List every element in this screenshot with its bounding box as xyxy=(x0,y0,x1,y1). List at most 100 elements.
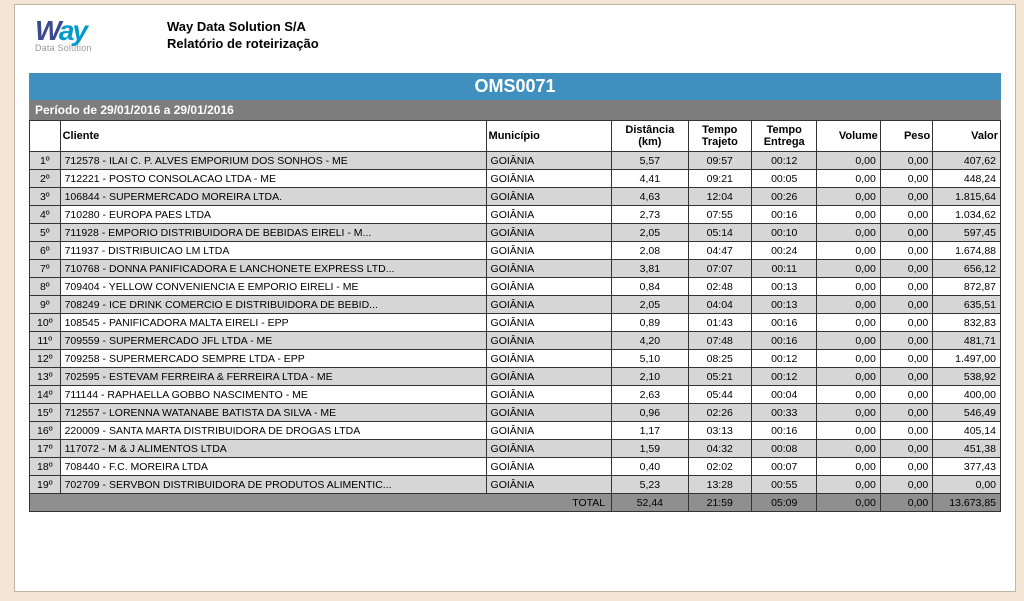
cell-rank: 8º xyxy=(30,278,61,296)
cell-traj: 02:48 xyxy=(688,278,751,296)
cell-rank: 4º xyxy=(30,206,61,224)
cell-vol: 0,00 xyxy=(817,170,880,188)
cell-traj: 12:04 xyxy=(688,188,751,206)
cell-valor: 448,24 xyxy=(933,170,1001,188)
cell-dist: 5,23 xyxy=(612,476,688,494)
cell-traj: 01:43 xyxy=(688,314,751,332)
cell-dist: 0,89 xyxy=(612,314,688,332)
cell-ent: 00:07 xyxy=(751,458,817,476)
cell-rank: 12º xyxy=(30,350,61,368)
cell-ent: 00:05 xyxy=(751,170,817,188)
cell-mun: GOIÂNIA xyxy=(486,314,612,332)
table-row: 8º709404 - YELLOW CONVENIENCIA E EMPORIO… xyxy=(30,278,1001,296)
cell-cliente: 220009 - SANTA MARTA DISTRIBUIDORA DE DR… xyxy=(60,422,486,440)
cell-peso: 0,00 xyxy=(880,332,932,350)
table-row: 9º708249 - ICE DRINK COMERCIO E DISTRIBU… xyxy=(30,296,1001,314)
cell-dist: 1,17 xyxy=(612,422,688,440)
cell-peso: 0,00 xyxy=(880,260,932,278)
cell-vol: 0,00 xyxy=(817,476,880,494)
cell-vol: 0,00 xyxy=(817,458,880,476)
cell-dist: 4,63 xyxy=(612,188,688,206)
cell-valor: 0,00 xyxy=(933,476,1001,494)
header-titles: Way Data Solution S/A Relatório de rotei… xyxy=(167,15,319,51)
report-header: Way Data Solution Way Data Solution S/A … xyxy=(29,15,1001,61)
cell-ent: 00:12 xyxy=(751,350,817,368)
cell-rank: 10º xyxy=(30,314,61,332)
table-row: 19º702709 - SERVBON DISTRIBUIDORA DE PRO… xyxy=(30,476,1001,494)
col-entrega-header: Tempo Entrega xyxy=(751,121,817,152)
cell-vol: 0,00 xyxy=(817,440,880,458)
cell-traj: 04:47 xyxy=(688,242,751,260)
table-row: 10º108545 - PANIFICADORA MALTA EIRELI - … xyxy=(30,314,1001,332)
cell-peso: 0,00 xyxy=(880,206,932,224)
cell-rank: 17º xyxy=(30,440,61,458)
table-body: 1º712578 - ILAI C. P. ALVES EMPORIUM DOS… xyxy=(30,152,1001,494)
cell-rank: 2º xyxy=(30,170,61,188)
cell-valor: 1.034,62 xyxy=(933,206,1001,224)
cell-rank: 14º xyxy=(30,386,61,404)
cell-cliente: 709404 - YELLOW CONVENIENCIA E EMPORIO E… xyxy=(60,278,486,296)
cell-peso: 0,00 xyxy=(880,386,932,404)
table-row: 4º710280 - EUROPA PAES LTDAGOIÂNIA2,7307… xyxy=(30,206,1001,224)
cell-rank: 9º xyxy=(30,296,61,314)
cell-valor: 451,38 xyxy=(933,440,1001,458)
cell-cliente: 709559 - SUPERMERCADO JFL LTDA - ME xyxy=(60,332,486,350)
cell-mun: GOIÂNIA xyxy=(486,206,612,224)
cell-traj: 05:14 xyxy=(688,224,751,242)
cell-ent: 00:55 xyxy=(751,476,817,494)
cell-vol: 0,00 xyxy=(817,314,880,332)
cell-traj: 02:26 xyxy=(688,404,751,422)
report-page: Way Data Solution Way Data Solution S/A … xyxy=(14,4,1016,592)
cell-valor: 481,71 xyxy=(933,332,1001,350)
cell-mun: GOIÂNIA xyxy=(486,296,612,314)
table-row: 5º711928 - EMPORIO DISTRIBUIDORA DE BEBI… xyxy=(30,224,1001,242)
cell-rank: 15º xyxy=(30,404,61,422)
cell-valor: 656,12 xyxy=(933,260,1001,278)
cell-vol: 0,00 xyxy=(817,224,880,242)
cell-traj: 13:28 xyxy=(688,476,751,494)
cell-cliente: 710768 - DONNA PANIFICADORA E LANCHONETE… xyxy=(60,260,486,278)
cell-traj: 07:07 xyxy=(688,260,751,278)
cell-cliente: 712578 - ILAI C. P. ALVES EMPORIUM DOS S… xyxy=(60,152,486,170)
cell-rank: 5º xyxy=(30,224,61,242)
total-peso: 0,00 xyxy=(880,494,932,512)
table-row: 15º712557 - LORENNA WATANABE BATISTA DA … xyxy=(30,404,1001,422)
cell-traj: 04:04 xyxy=(688,296,751,314)
cell-rank: 11º xyxy=(30,332,61,350)
cell-vol: 0,00 xyxy=(817,422,880,440)
cell-mun: GOIÂNIA xyxy=(486,440,612,458)
col-distancia-header: Distância (km) xyxy=(612,121,688,152)
cell-mun: GOIÂNIA xyxy=(486,368,612,386)
cell-cliente: 702595 - ESTEVAM FERREIRA & FERREIRA LTD… xyxy=(60,368,486,386)
cell-mun: GOIÂNIA xyxy=(486,404,612,422)
cell-cliente: 710280 - EUROPA PAES LTDA xyxy=(60,206,486,224)
cell-traj: 08:25 xyxy=(688,350,751,368)
cell-peso: 0,00 xyxy=(880,314,932,332)
cell-dist: 3,81 xyxy=(612,260,688,278)
cell-cliente: 712221 - POSTO CONSOLACAO LTDA - ME xyxy=(60,170,486,188)
cell-vol: 0,00 xyxy=(817,332,880,350)
cell-dist: 0,84 xyxy=(612,278,688,296)
cell-valor: 597,45 xyxy=(933,224,1001,242)
col-valor-header: Valor xyxy=(933,121,1001,152)
total-row: TOTAL 52,44 21:59 05:09 0,00 0,00 13.673… xyxy=(30,494,1001,512)
cell-traj: 07:55 xyxy=(688,206,751,224)
table-row: 12º709258 - SUPERMERCADO SEMPRE LTDA - E… xyxy=(30,350,1001,368)
cell-dist: 4,41 xyxy=(612,170,688,188)
cell-cliente: 712557 - LORENNA WATANABE BATISTA DA SIL… xyxy=(60,404,486,422)
cell-ent: 00:16 xyxy=(751,332,817,350)
cell-traj: 03:13 xyxy=(688,422,751,440)
cell-cliente: 108545 - PANIFICADORA MALTA EIRELI - EPP xyxy=(60,314,486,332)
table-header: Cliente Município Distância (km) Tempo T… xyxy=(30,121,1001,152)
cell-traj: 09:21 xyxy=(688,170,751,188)
cell-ent: 00:26 xyxy=(751,188,817,206)
cell-valor: 832,83 xyxy=(933,314,1001,332)
col-peso-header: Peso xyxy=(880,121,932,152)
cell-traj: 05:44 xyxy=(688,386,751,404)
cell-rank: 1º xyxy=(30,152,61,170)
cell-traj: 05:21 xyxy=(688,368,751,386)
cell-peso: 0,00 xyxy=(880,170,932,188)
cell-ent: 00:12 xyxy=(751,152,817,170)
table-row: 11º709559 - SUPERMERCADO JFL LTDA - MEGO… xyxy=(30,332,1001,350)
cell-rank: 7º xyxy=(30,260,61,278)
